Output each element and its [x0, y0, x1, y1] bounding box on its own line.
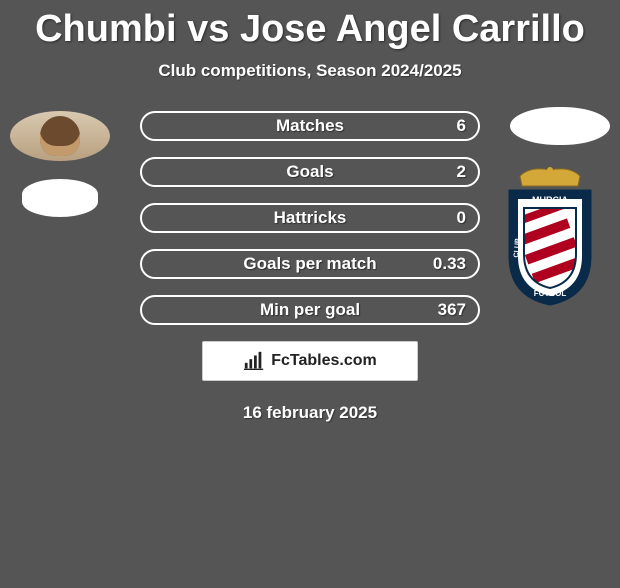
- player-photo-left: [10, 111, 110, 161]
- player2-name: Jose Angel Carrillo: [240, 8, 585, 50]
- vs-text: vs: [187, 8, 229, 50]
- stat-value: 0.33: [433, 254, 466, 274]
- player-photo-right: [510, 107, 610, 145]
- stat-value: 2: [457, 162, 466, 182]
- stat-label: Matches: [276, 116, 344, 136]
- stat-label: Hattricks: [274, 208, 347, 228]
- svg-text:MURCIA: MURCIA: [532, 195, 568, 205]
- fctables-logo[interactable]: FcTables.com: [202, 341, 418, 381]
- svg-text:FUTBOL: FUTBOL: [534, 289, 567, 298]
- stat-row: Min per goal 367: [140, 295, 480, 325]
- stat-value: 6: [457, 116, 466, 136]
- stat-value: 367: [438, 300, 466, 320]
- player1-name: Chumbi: [35, 8, 176, 50]
- stat-label: Goals: [286, 162, 333, 182]
- stat-label: Min per goal: [260, 300, 360, 320]
- stats-container: Matches 6 Goals 2 Hattricks 0 Goals per …: [140, 111, 480, 325]
- stat-value: 0: [457, 208, 466, 228]
- club-badge-right: MURCIA FUTBOL CLUB: [500, 166, 600, 306]
- stat-row: Matches 6: [140, 111, 480, 141]
- comparison-title: Chumbi vs Jose Angel Carrillo: [0, 8, 620, 51]
- bar-chart-icon: [243, 350, 265, 372]
- subtitle: Club competitions, Season 2024/2025: [0, 61, 620, 81]
- stat-label: Goals per match: [243, 254, 376, 274]
- stat-row: Goals per match 0.33: [140, 249, 480, 279]
- logo-text: FcTables.com: [271, 352, 377, 370]
- club-badge-left: [22, 179, 98, 217]
- stat-row: Goals 2: [140, 157, 480, 187]
- date-text: 16 february 2025: [0, 403, 620, 423]
- content-area: MURCIA FUTBOL CLUB Matches 6: [0, 111, 620, 423]
- stat-row: Hattricks 0: [140, 203, 480, 233]
